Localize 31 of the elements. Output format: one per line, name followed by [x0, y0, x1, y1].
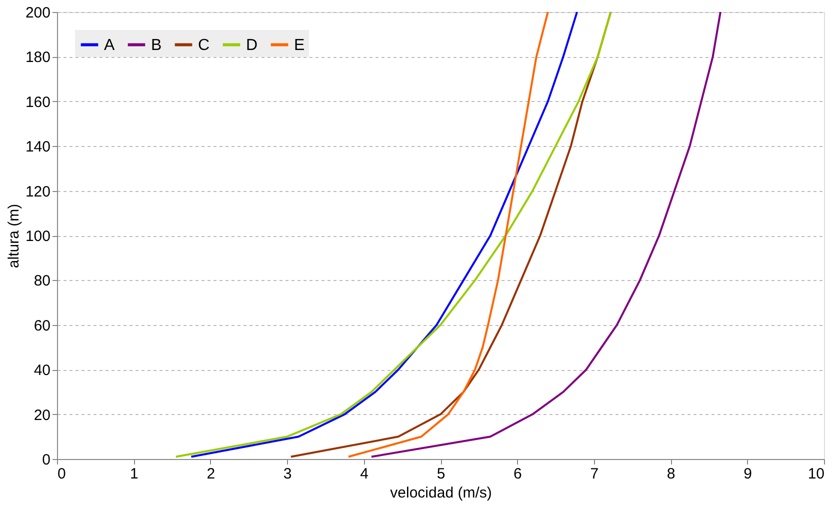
y-tick-label: 0	[42, 452, 50, 468]
legend-label: B	[151, 36, 162, 54]
line-series	[347, 11, 549, 458]
x-tick-label: 9	[744, 466, 752, 482]
x-tick-label: 6	[514, 466, 522, 482]
x-tick-label: 3	[283, 466, 292, 482]
x-tick-label: 2	[206, 466, 216, 482]
y-tick-label: 180	[25, 49, 50, 66]
x-axis-title: velocidad (m/s)	[390, 484, 492, 502]
x-tick-label: 4	[360, 466, 368, 482]
x-tick-label: 1	[130, 466, 138, 482]
legend-label: E	[294, 36, 305, 54]
legend-label: D	[246, 36, 258, 54]
y-tick-label: 200	[25, 4, 50, 22]
y-tick-label: 140	[25, 138, 50, 156]
x-tick-label: 5	[436, 466, 446, 482]
x-tick-label: 8	[666, 466, 676, 482]
y-tick-label: 40	[34, 362, 50, 380]
line-series	[370, 11, 722, 458]
x-tick-label: 7	[590, 466, 599, 482]
y-tick-label: 100	[25, 228, 50, 245]
x-tick-label: 10	[808, 466, 824, 482]
y-tick-label: 80	[34, 272, 50, 290]
y-tick-label: 20	[34, 406, 50, 424]
y-tick-label: 120	[25, 183, 50, 200]
x-tick-label: 0	[58, 466, 66, 482]
y-tick-label: 160	[25, 94, 50, 111]
legend-label: A	[104, 36, 115, 54]
y-tick-label: 60	[34, 317, 50, 334]
legend-label: C	[198, 36, 210, 54]
y-axis-title: altura (m)	[5, 204, 22, 268]
